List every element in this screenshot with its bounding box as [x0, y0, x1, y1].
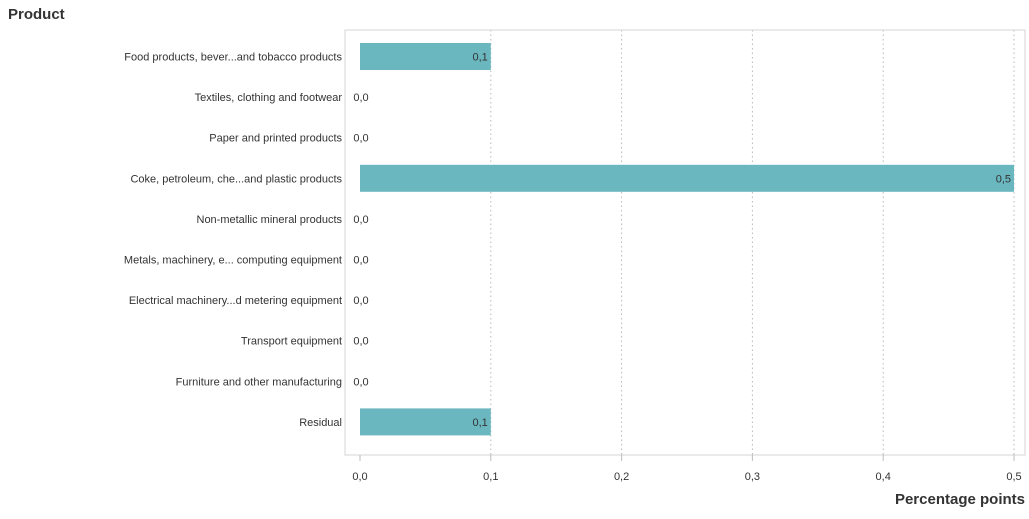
bar-value-label: 0,0: [353, 133, 368, 145]
grid-lines: [490, 30, 1015, 455]
category-labels: Food products, bever...and tobacco produ…: [124, 52, 343, 429]
x-tick-label: 0,1: [483, 471, 498, 483]
bars: 0,1 0,0 0,0 0,5 0,0 0,0 0,0 0,0 0,0 0,1: [353, 43, 1014, 436]
bar-value-label: 0,1: [473, 417, 488, 429]
bar-value-label: 0,0: [353, 376, 368, 388]
bar-value-label: 0,5: [996, 173, 1011, 185]
bar: [360, 164, 1014, 192]
bar: [360, 43, 491, 70]
category-label: Residual: [299, 417, 342, 429]
bar-value-label: 0,0: [353, 214, 368, 226]
x-tick-labels: 0,0 0,1 0,2 0,3 0,4 0,5: [352, 471, 1021, 483]
category-label: Transport equipment: [241, 336, 342, 348]
category-label: Non-metallic mineral products: [197, 214, 343, 226]
category-label: Metals, machinery, e... computing equipm…: [124, 255, 342, 267]
x-tick-label: 0,0: [352, 471, 367, 483]
category-label: Electrical machinery...d metering equipm…: [129, 295, 342, 307]
category-label: Paper and printed products: [209, 133, 342, 145]
x-axis-title: Percentage points: [894, 491, 1025, 508]
bar-value-label: 0,0: [353, 336, 368, 348]
x-tick-label: 0,5: [1006, 471, 1021, 483]
bar-value-label: 0,1: [473, 52, 488, 64]
category-label: Coke, petroleum, che...and plastic produ…: [130, 173, 342, 185]
bar-value-label: 0,0: [353, 92, 368, 104]
category-label: Furniture and other manufacturing: [176, 376, 342, 388]
x-tick-label: 0,2: [614, 471, 629, 483]
x-tick-label: 0,4: [876, 471, 891, 483]
plot-frame: [344, 29, 1026, 456]
x-tick-label: 0,3: [745, 471, 760, 483]
axes: [344, 29, 1026, 461]
bar-value-label: 0,0: [353, 255, 368, 267]
category-label: Food products, bever...and tobacco produ…: [124, 52, 342, 64]
bar: [360, 408, 491, 436]
chart-title: Product: [8, 6, 65, 23]
category-label: Textiles, clothing and footwear: [195, 92, 343, 104]
bar-value-label: 0,0: [353, 295, 368, 307]
